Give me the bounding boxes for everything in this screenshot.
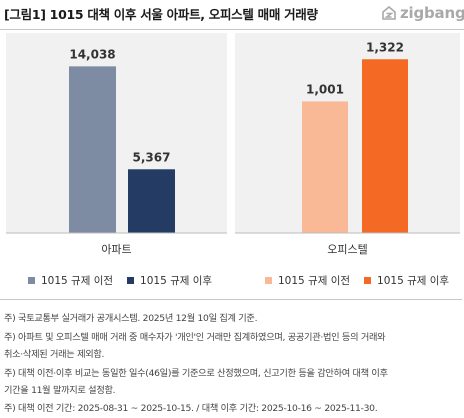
note-line: 취소·삭제된 거래는 제외함.: [4, 349, 105, 360]
data-label-before: 14,038: [69, 47, 115, 61]
legend-label-after: 1015 규제 이후: [140, 274, 213, 287]
brand-name: zigbang: [400, 4, 464, 22]
title-divider: [0, 29, 464, 30]
note-line: 주) 국토교통부 실거래가 공개시스템. 2025년 12월 10일 집계 기준…: [4, 313, 258, 324]
legend-swatch-after: [364, 276, 372, 284]
legend-swatch-before: [28, 276, 35, 284]
data-label-after: 5,367: [133, 150, 171, 164]
legend-item-after: 1015 규제 이후: [364, 273, 449, 288]
category-label: 아파트: [101, 243, 131, 256]
title-bar: [그림1] 1015 대책 이후 서울 아파트, 오피스텔 매매 거래량 zig…: [0, 0, 464, 28]
apartment-legend: 1015 규제 이전 1015 규제 이후: [28, 272, 226, 288]
zigbang-logo-icon: [382, 6, 396, 20]
data-label-before: 1,001: [306, 82, 344, 96]
legend-label-after: 1015 규제 이후: [377, 274, 450, 287]
note-line: 기간을 11월 말까지로 설정함.: [4, 385, 116, 396]
notes-section: 주) 국토교통부 실거래가 공개시스템. 2025년 12월 10일 집계 기준…: [0, 299, 462, 417]
legend-item-before: 1015 규제 이전: [28, 273, 113, 288]
officetel-chart-panel: 1,001 1,322 오피스텔: [235, 33, 460, 259]
data-label-after: 1,322: [366, 40, 404, 54]
legend-label-before: 1015 규제 이전: [41, 274, 114, 287]
category-label: 오피스텔: [327, 243, 367, 256]
bar-after: [362, 59, 408, 233]
officetel-chart: 1,001 1,322 오피스텔: [235, 40, 460, 256]
legend-item-before: 1015 규제 이전: [265, 273, 350, 288]
page-title: [그림1] 1015 대책 이후 서울 아파트, 오피스텔 매매 거래량: [4, 7, 318, 22]
apartment-chart-panel: 14,038 5,367 아파트: [6, 33, 227, 259]
bar-before: [69, 66, 116, 234]
legend-swatch-after: [127, 276, 135, 284]
apartment-plot-background: [6, 33, 227, 233]
note-line: 주) 아파트 및 오피스텔 매매 거래 중 매수자가 '개인'인 거래만 집계하…: [4, 332, 386, 343]
note-line: 주) 대책 이전·이후 비교는 동일한 일수(46일)를 기준으로 산정했으며,…: [4, 368, 388, 379]
officetel-legend: 1015 규제 이전 1015 규제 이후: [265, 272, 463, 288]
bar-before: [302, 101, 348, 233]
note-line: 주) 대책 이전 기간: 2025-08-31 ~ 2025-10-15. / …: [4, 403, 378, 414]
apartment-chart: 14,038 5,367 아파트: [6, 47, 227, 256]
legend-item-after: 1015 규제 이후: [127, 273, 212, 288]
legend-label-before: 1015 규제 이전: [278, 274, 351, 287]
bar-after: [128, 169, 175, 233]
legend-swatch-before: [265, 276, 272, 284]
brand-logo: zigbang: [382, 2, 464, 24]
